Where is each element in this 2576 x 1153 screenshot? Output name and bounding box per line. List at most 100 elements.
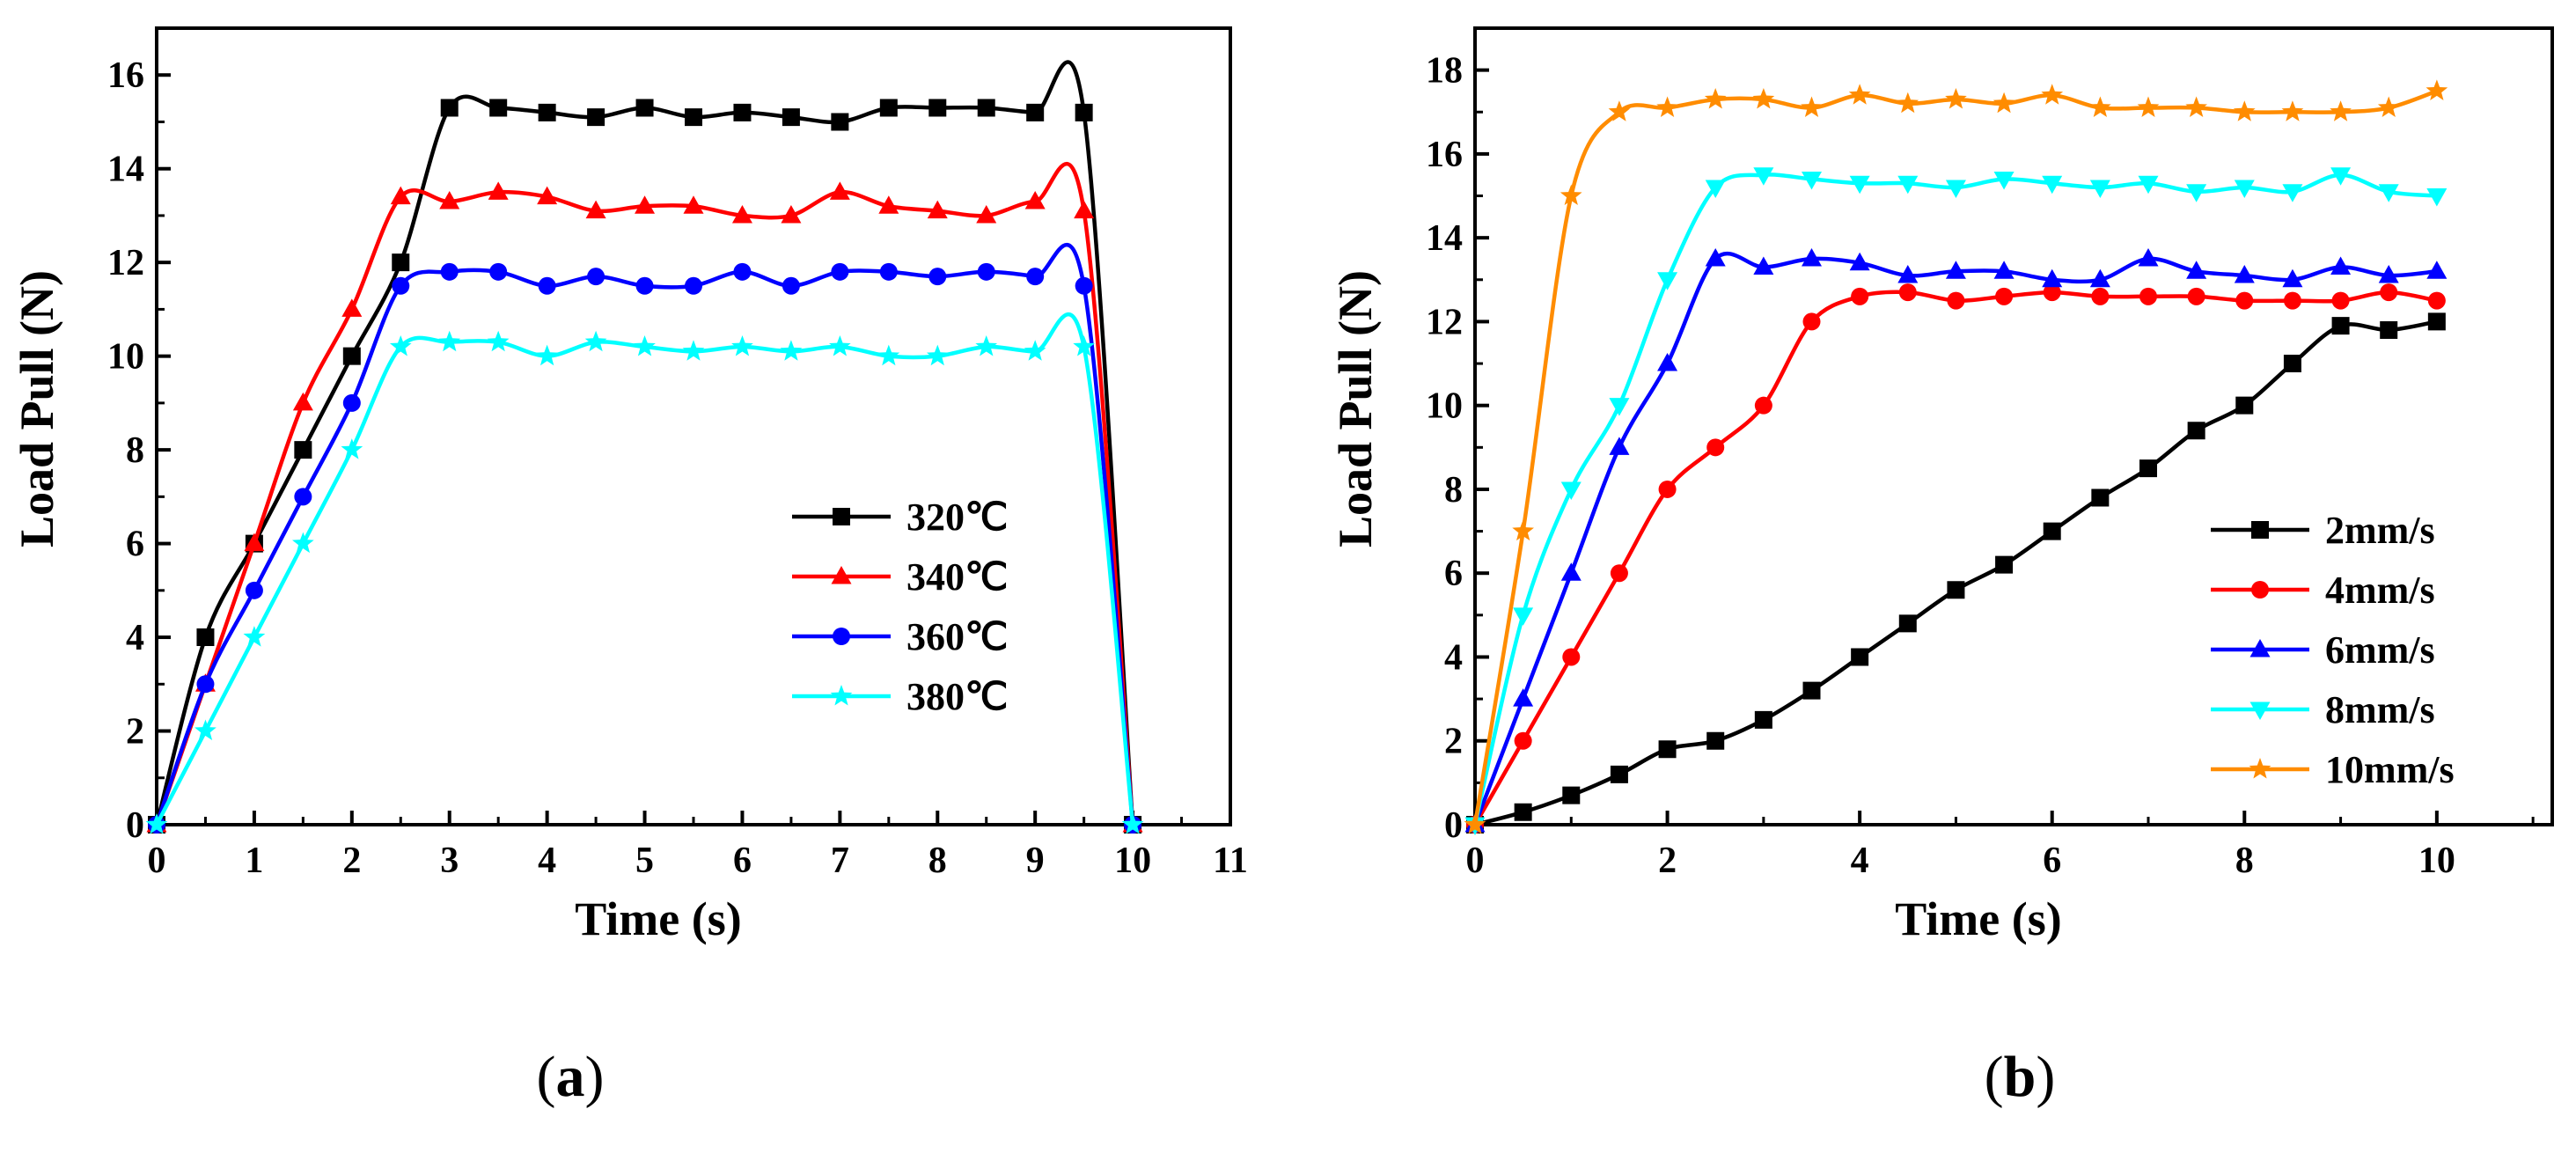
data-point <box>2426 79 2448 100</box>
data-point <box>1026 103 1045 121</box>
legend-label: 4mm/s <box>2325 569 2435 612</box>
legend-entry: 10mm/s <box>2211 748 2455 791</box>
x-tick-label: 6 <box>733 841 752 881</box>
y-tick-label: 16 <box>107 55 144 96</box>
data-point <box>1560 184 1582 205</box>
data-point <box>1073 335 1095 356</box>
data-point <box>2043 283 2061 302</box>
data-point <box>1848 84 1871 105</box>
data-point <box>2378 265 2399 283</box>
data-point <box>977 99 995 117</box>
data-point <box>685 276 702 295</box>
data-point <box>683 195 704 214</box>
data-point <box>829 335 851 356</box>
data-point <box>878 195 899 214</box>
data-point <box>1706 438 1725 457</box>
y-tick-label: 2 <box>1444 722 1463 762</box>
data-point <box>244 532 265 552</box>
data-point <box>2089 268 2110 288</box>
data-point <box>2377 96 2400 117</box>
data-point <box>1609 437 1630 455</box>
x-tick-label: 10 <box>2418 841 2455 881</box>
data-point <box>488 181 509 200</box>
data-point <box>2138 175 2159 195</box>
data-point <box>536 344 558 366</box>
data-point <box>2378 184 2399 202</box>
y-tick-label: 6 <box>1444 554 1463 594</box>
data-point <box>2427 291 2446 310</box>
x-tick-label: 7 <box>831 841 849 881</box>
data-point <box>1560 562 1582 581</box>
data-point <box>2186 184 2207 202</box>
data-point <box>1897 92 1919 114</box>
data-point <box>733 103 752 121</box>
data-point <box>1075 276 1093 295</box>
legend-entry: 340℃ <box>792 555 1008 599</box>
data-point <box>831 113 849 131</box>
data-point <box>2137 96 2160 117</box>
data-point <box>781 204 802 224</box>
data-point <box>537 186 558 205</box>
y-tick-label: 0 <box>1444 805 1463 846</box>
data-point <box>1074 200 1095 219</box>
x-tick-label: 1 <box>245 841 263 881</box>
legend-entry: 2mm/s <box>2211 509 2435 552</box>
data-point <box>392 253 410 272</box>
data-point <box>1657 353 1678 371</box>
legend-label: 6mm/s <box>2325 628 2435 672</box>
data-point <box>1514 803 1532 821</box>
data-point <box>2380 320 2398 339</box>
data-point <box>538 276 556 295</box>
data-point <box>2138 247 2159 267</box>
data-point <box>341 298 363 317</box>
data-point <box>194 719 217 740</box>
x-tick-label: 8 <box>928 841 947 881</box>
data-point <box>145 813 168 834</box>
legend-marker <box>830 685 853 706</box>
data-point <box>1802 681 1821 700</box>
data-point <box>584 330 607 352</box>
x-tick-label: 4 <box>538 841 556 881</box>
legend-label: 2mm/s <box>2325 509 2435 552</box>
legend-entry: 380℃ <box>792 675 1008 718</box>
data-point <box>2330 256 2352 275</box>
x-tick-label: 2 <box>1658 841 1677 881</box>
data-point <box>1754 710 1772 729</box>
data-point <box>1609 398 1630 416</box>
y-tick-label: 8 <box>126 430 144 471</box>
y-tick-label: 8 <box>1444 470 1463 510</box>
x-tick-label: 3 <box>440 841 459 881</box>
data-point <box>2427 312 2446 331</box>
data-point <box>2042 268 2063 288</box>
data-point <box>1897 265 1919 283</box>
y-tick-label: 4 <box>1444 637 1463 678</box>
data-point <box>1752 88 1775 109</box>
y-axis-title: Load Pull (N) <box>1329 270 1382 547</box>
data-point <box>1024 190 1046 209</box>
data-point <box>1706 731 1725 750</box>
data-point <box>927 200 948 219</box>
legend-marker <box>2251 521 2269 539</box>
y-tick-label: 10 <box>1426 386 1463 427</box>
data-point <box>1898 614 1917 633</box>
data-point <box>196 628 215 647</box>
legend-entry: 320℃ <box>792 496 1008 539</box>
y-axis-title: Load Pull (N) <box>11 270 63 547</box>
data-point <box>1947 291 1965 310</box>
x-tick-label: 8 <box>2235 841 2254 881</box>
data-point <box>1754 396 1772 415</box>
legend-marker <box>2251 581 2269 599</box>
x-tick-label: 2 <box>342 841 361 881</box>
data-point <box>1801 96 1823 117</box>
plot-frame <box>155 26 1232 826</box>
data-point <box>1560 481 1582 500</box>
data-point <box>635 195 656 214</box>
series-6mm/s <box>1464 247 2448 833</box>
data-point <box>685 108 702 127</box>
series-380℃ <box>145 312 1144 834</box>
data-point <box>2283 355 2301 373</box>
data-point <box>1849 175 1870 195</box>
data-point <box>928 99 947 117</box>
data-point <box>245 581 263 599</box>
